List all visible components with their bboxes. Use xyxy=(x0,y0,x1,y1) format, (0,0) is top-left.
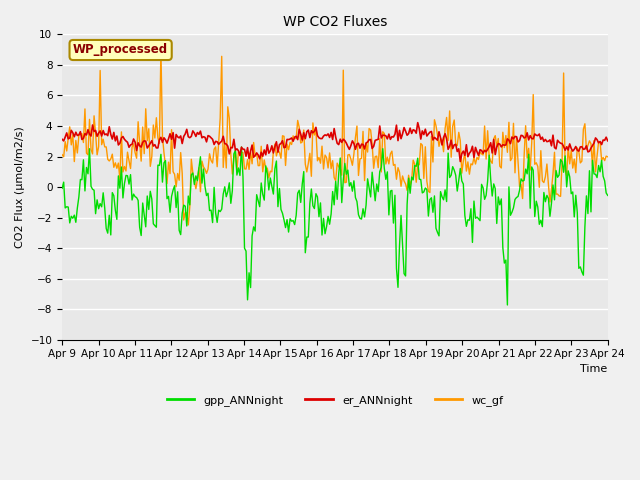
wc_gf xyxy=(604,154,612,160)
er_ANNnight xyxy=(125,144,133,150)
wc_gf xyxy=(252,153,259,159)
Title: WP CO2 Fluxes: WP CO2 Fluxes xyxy=(283,15,387,29)
gpp_ANNnight xyxy=(58,185,66,191)
Line: er_ANNnight: er_ANNnight xyxy=(62,123,608,162)
er_ANNnight xyxy=(248,142,256,148)
Line: gpp_ANNnight: gpp_ANNnight xyxy=(62,147,608,305)
Text: WP_processed: WP_processed xyxy=(73,44,168,57)
gpp_ANNnight xyxy=(221,184,228,190)
X-axis label: Time: Time xyxy=(580,364,608,374)
wc_gf xyxy=(125,158,133,164)
er_ANNnight xyxy=(414,120,422,126)
er_ANNnight xyxy=(577,144,584,150)
er_ANNnight xyxy=(456,159,464,165)
wc_gf xyxy=(157,47,164,52)
gpp_ANNnight xyxy=(577,264,584,270)
wc_gf xyxy=(242,166,250,172)
wc_gf xyxy=(58,152,66,157)
gpp_ANNnight xyxy=(250,224,257,230)
er_ANNnight xyxy=(58,136,66,142)
wc_gf xyxy=(577,160,584,166)
er_ANNnight xyxy=(221,141,228,146)
Y-axis label: CO2 Flux (μmol/m2/s): CO2 Flux (μmol/m2/s) xyxy=(15,126,25,248)
er_ANNnight xyxy=(297,131,305,137)
Legend: gpp_ANNnight, er_ANNnight, wc_gf: gpp_ANNnight, er_ANNnight, wc_gf xyxy=(162,391,508,410)
gpp_ANNnight xyxy=(241,245,248,251)
gpp_ANNnight xyxy=(125,181,133,187)
gpp_ANNnight xyxy=(298,181,306,187)
Line: wc_gf: wc_gf xyxy=(62,49,608,225)
er_ANNnight xyxy=(239,146,247,152)
gpp_ANNnight xyxy=(604,192,612,198)
gpp_ANNnight xyxy=(237,144,245,150)
gpp_ANNnight xyxy=(504,302,511,308)
wc_gf xyxy=(224,104,232,110)
wc_gf xyxy=(300,127,308,133)
wc_gf xyxy=(184,222,192,228)
er_ANNnight xyxy=(604,138,612,144)
